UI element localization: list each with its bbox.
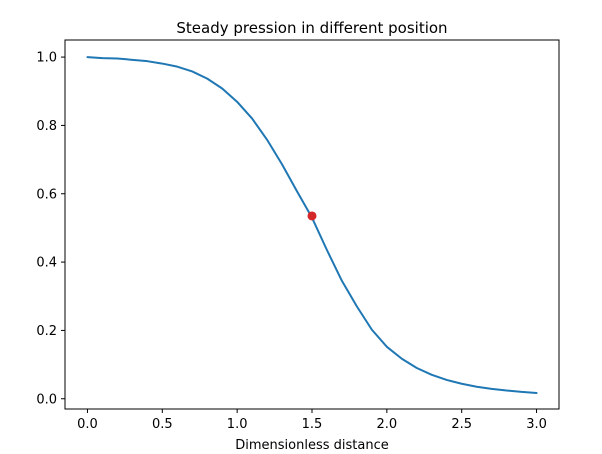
scatter-point <box>307 211 317 221</box>
x-tick-label: 2.0 <box>377 417 398 432</box>
y-axis: 0.0 0.2 0.4 0.6 0.8 1.0 <box>36 51 65 407</box>
y-tick-label: 0.8 <box>36 119 57 134</box>
x-axis: 0.0 0.5 1.0 1.5 2.0 2.5 3.0 <box>77 409 547 432</box>
x-tick-label: 0.5 <box>152 417 173 432</box>
y-tick-label: 1.0 <box>36 51 57 66</box>
x-axis-title: Dimensionless distance <box>235 438 388 453</box>
x-tick-label: 1.5 <box>302 417 323 432</box>
y-tick-label: 0.4 <box>36 256 57 271</box>
x-tick-label: 2.5 <box>451 417 472 432</box>
y-tick-label: 0.0 <box>36 392 57 407</box>
y-tick-label: 0.6 <box>36 187 57 202</box>
plot-area <box>86 56 538 394</box>
y-tick-label: 0.2 <box>36 324 57 339</box>
chart-title: Steady pression in different position <box>176 19 447 37</box>
x-tick-label: 1.0 <box>227 417 248 432</box>
x-tick-label: 3.0 <box>526 417 547 432</box>
x-tick-label: 0.0 <box>77 417 98 432</box>
